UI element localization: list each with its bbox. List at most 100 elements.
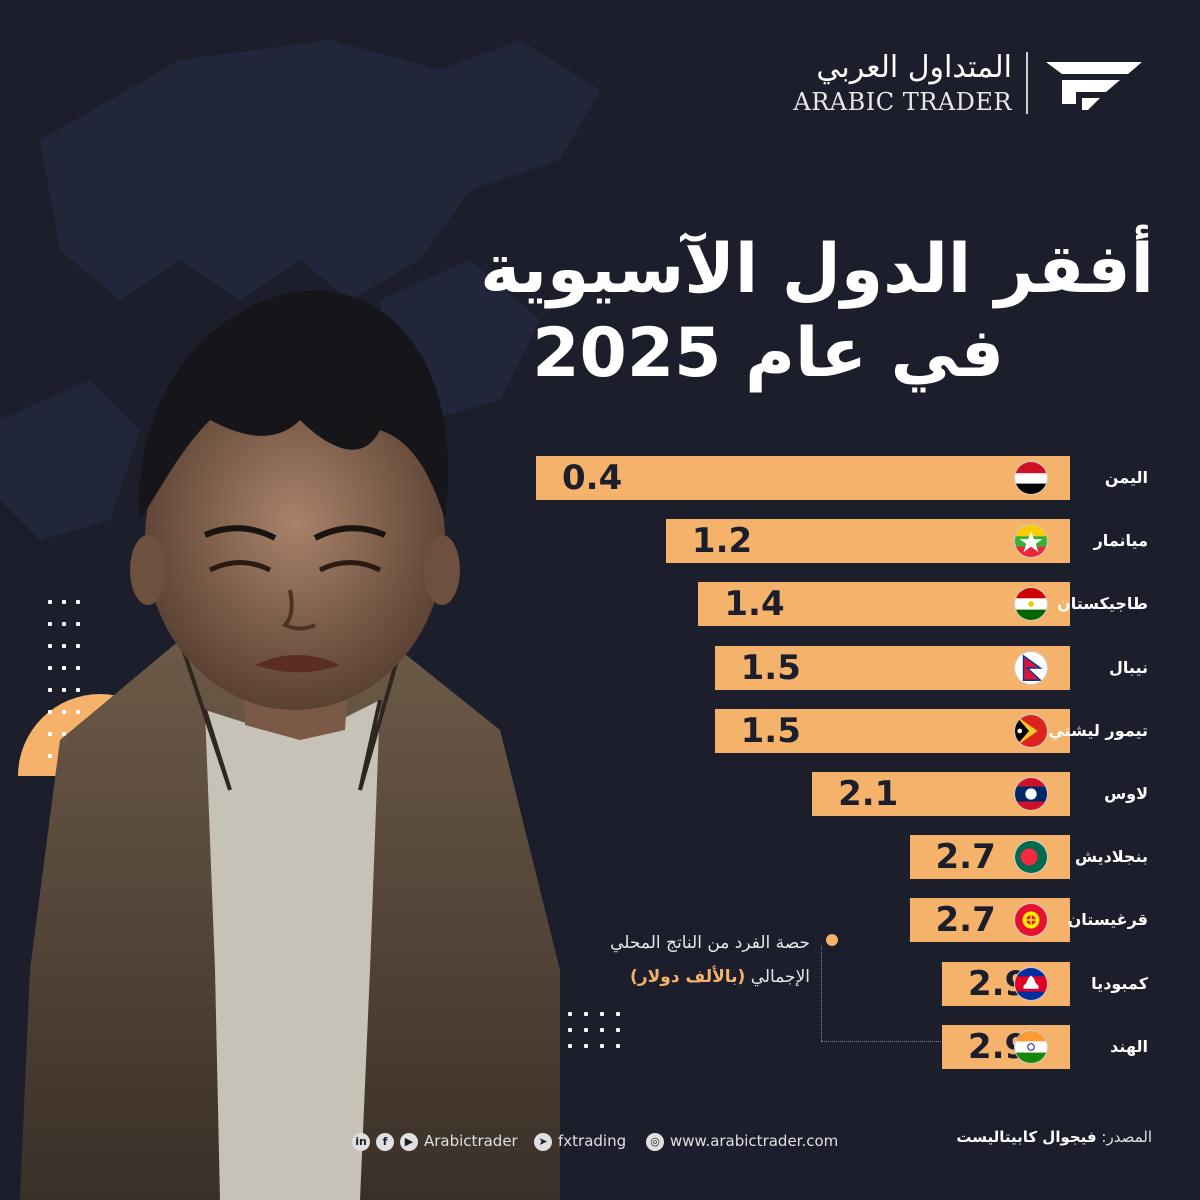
bar-4 (714, 708, 1070, 753)
decor-dot (62, 710, 66, 714)
source-value: فيجوال كابيتاليست (956, 1128, 1097, 1146)
decor-dot (616, 1044, 620, 1048)
category-label: الهند (1110, 1036, 1148, 1056)
bar-8 (942, 961, 1070, 1006)
category-label: نيبال (1109, 657, 1148, 677)
decor-dot (48, 688, 52, 692)
logo-english-text: ARABIC TRADER (793, 88, 1012, 116)
bar-value-label: 2.7 (935, 900, 996, 941)
decor-dot (62, 600, 66, 604)
youtube-icon[interactable]: ▶ (400, 1132, 418, 1151)
decor-dot (76, 666, 80, 670)
legend-line-2: الإجمالي (بالألف دولار) (520, 960, 810, 994)
social-handle-text: Arabictrader (424, 1132, 518, 1150)
category-label: بنجلاديش (1074, 847, 1148, 867)
telegram-icon: ➤ (534, 1132, 552, 1151)
cambodia-flag-icon (1014, 966, 1048, 1001)
legend-unit: (بالألف دولار) (630, 967, 746, 987)
decor-dot (568, 1044, 572, 1048)
legend-connector (821, 946, 822, 1041)
linkedin-icon[interactable]: in (352, 1132, 370, 1151)
decor-dot (76, 622, 80, 626)
source-credit: المصدر: فيجوال كابيتاليست (956, 1128, 1152, 1146)
crying-child-illustration (20, 290, 560, 1200)
category-label: ميانمار (1093, 531, 1148, 551)
kyrgyzstan-flag-icon (1014, 903, 1048, 938)
bar-9 (942, 1024, 1070, 1069)
decor-dot (616, 1012, 620, 1016)
decor-dot (62, 622, 66, 626)
legend: حصة الفرد من الناتج المحلي الإجمالي (بال… (520, 926, 810, 994)
myanmar-flag-icon (1014, 524, 1048, 559)
decor-dot (584, 1012, 588, 1016)
legend-line-2-prefix: الإجمالي (750, 967, 810, 987)
bar-value-label: 1.4 (724, 584, 785, 625)
decor-dot (48, 754, 52, 758)
bar-0 (536, 456, 1070, 500)
decor-dot (48, 622, 52, 626)
decor-dot (76, 688, 80, 692)
category-label: تيمور ليشتي (1048, 720, 1148, 740)
laos-flag-icon (1014, 777, 1048, 811)
facebook-icon[interactable]: f (376, 1132, 394, 1151)
category-label: لاوس (1104, 784, 1148, 803)
website-text: www.arabictrader.com (670, 1132, 839, 1150)
brand-logo: المتداول العربي ARABIC TRADER (793, 48, 1152, 118)
website-link[interactable]: ◎ www.arabictrader.com (646, 1128, 838, 1154)
globe-icon: ◎ (646, 1132, 664, 1151)
decor-dot (62, 644, 66, 648)
telegram-link[interactable]: ➤ fxtrading (534, 1128, 626, 1154)
decor-dot (600, 1012, 604, 1016)
bar-3 (714, 645, 1070, 690)
nepal-flag-icon (1014, 650, 1048, 685)
decor-dot (568, 1028, 572, 1032)
category-label: اليمن (1104, 468, 1148, 487)
decor-dot (616, 1028, 620, 1032)
decor-dot (76, 644, 80, 648)
decor-dot (62, 688, 66, 692)
decor-dot (48, 732, 52, 736)
decor-dot (600, 1028, 604, 1032)
bar-value-label: 2.7 (935, 837, 996, 878)
bar-value-label: 1.5 (740, 710, 801, 751)
bar-2 (698, 582, 1070, 627)
decor-dot (48, 710, 52, 714)
india-flag-icon (1014, 1029, 1048, 1064)
footer: المصدر: فيجوال كابيتاليست ◎ www.arabictra… (0, 1128, 1200, 1158)
logo-arabic-text: المتداول العربي (816, 50, 1012, 85)
bar-value-label: 1.5 (740, 647, 801, 688)
title-line-2: في عام 2025 (532, 314, 1004, 393)
bar-value-label: 1.2 (691, 521, 753, 562)
tajikistan-flag-icon (1014, 587, 1048, 622)
decor-dot (76, 600, 80, 604)
legend-marker (826, 934, 838, 946)
decor-dot (76, 710, 80, 714)
decor-dot (48, 600, 52, 604)
title-line-1: أفقر الدول الآسيوية (480, 230, 1154, 309)
decor-dot (600, 1044, 604, 1048)
decor-dot (48, 666, 52, 670)
page-title: أفقر الدول الآسيوية في عام 2025 (454, 228, 1154, 396)
decor-dot (62, 732, 66, 736)
arabic-trader-logo-mark-icon (1046, 62, 1142, 110)
bar-value-label: 2.1 (838, 774, 899, 814)
social-links: in f ▶ Arabictrader (352, 1128, 518, 1154)
category-label: قرغيستان (1067, 910, 1148, 930)
legend-line-1: حصة الفرد من الناتج المحلي (610, 933, 810, 953)
decor-dot (62, 666, 66, 670)
yemen-flag-icon (1014, 461, 1048, 495)
decor-dot (48, 644, 52, 648)
category-label: كمبوديا (1091, 973, 1148, 993)
decor-dot (584, 1028, 588, 1032)
legend-connector-horizontal (821, 1041, 941, 1042)
decor-dot (568, 1012, 572, 1016)
bar-value-label: 0.4 (562, 458, 623, 498)
decor-dot (584, 1044, 588, 1048)
source-label: المصدر: (1101, 1128, 1152, 1146)
timor-leste-flag-icon (1014, 713, 1048, 748)
category-label: طاجيكستان (1057, 594, 1148, 614)
logo-divider (1026, 52, 1028, 114)
bangladesh-flag-icon (1014, 840, 1048, 875)
bar-1 (665, 519, 1070, 564)
